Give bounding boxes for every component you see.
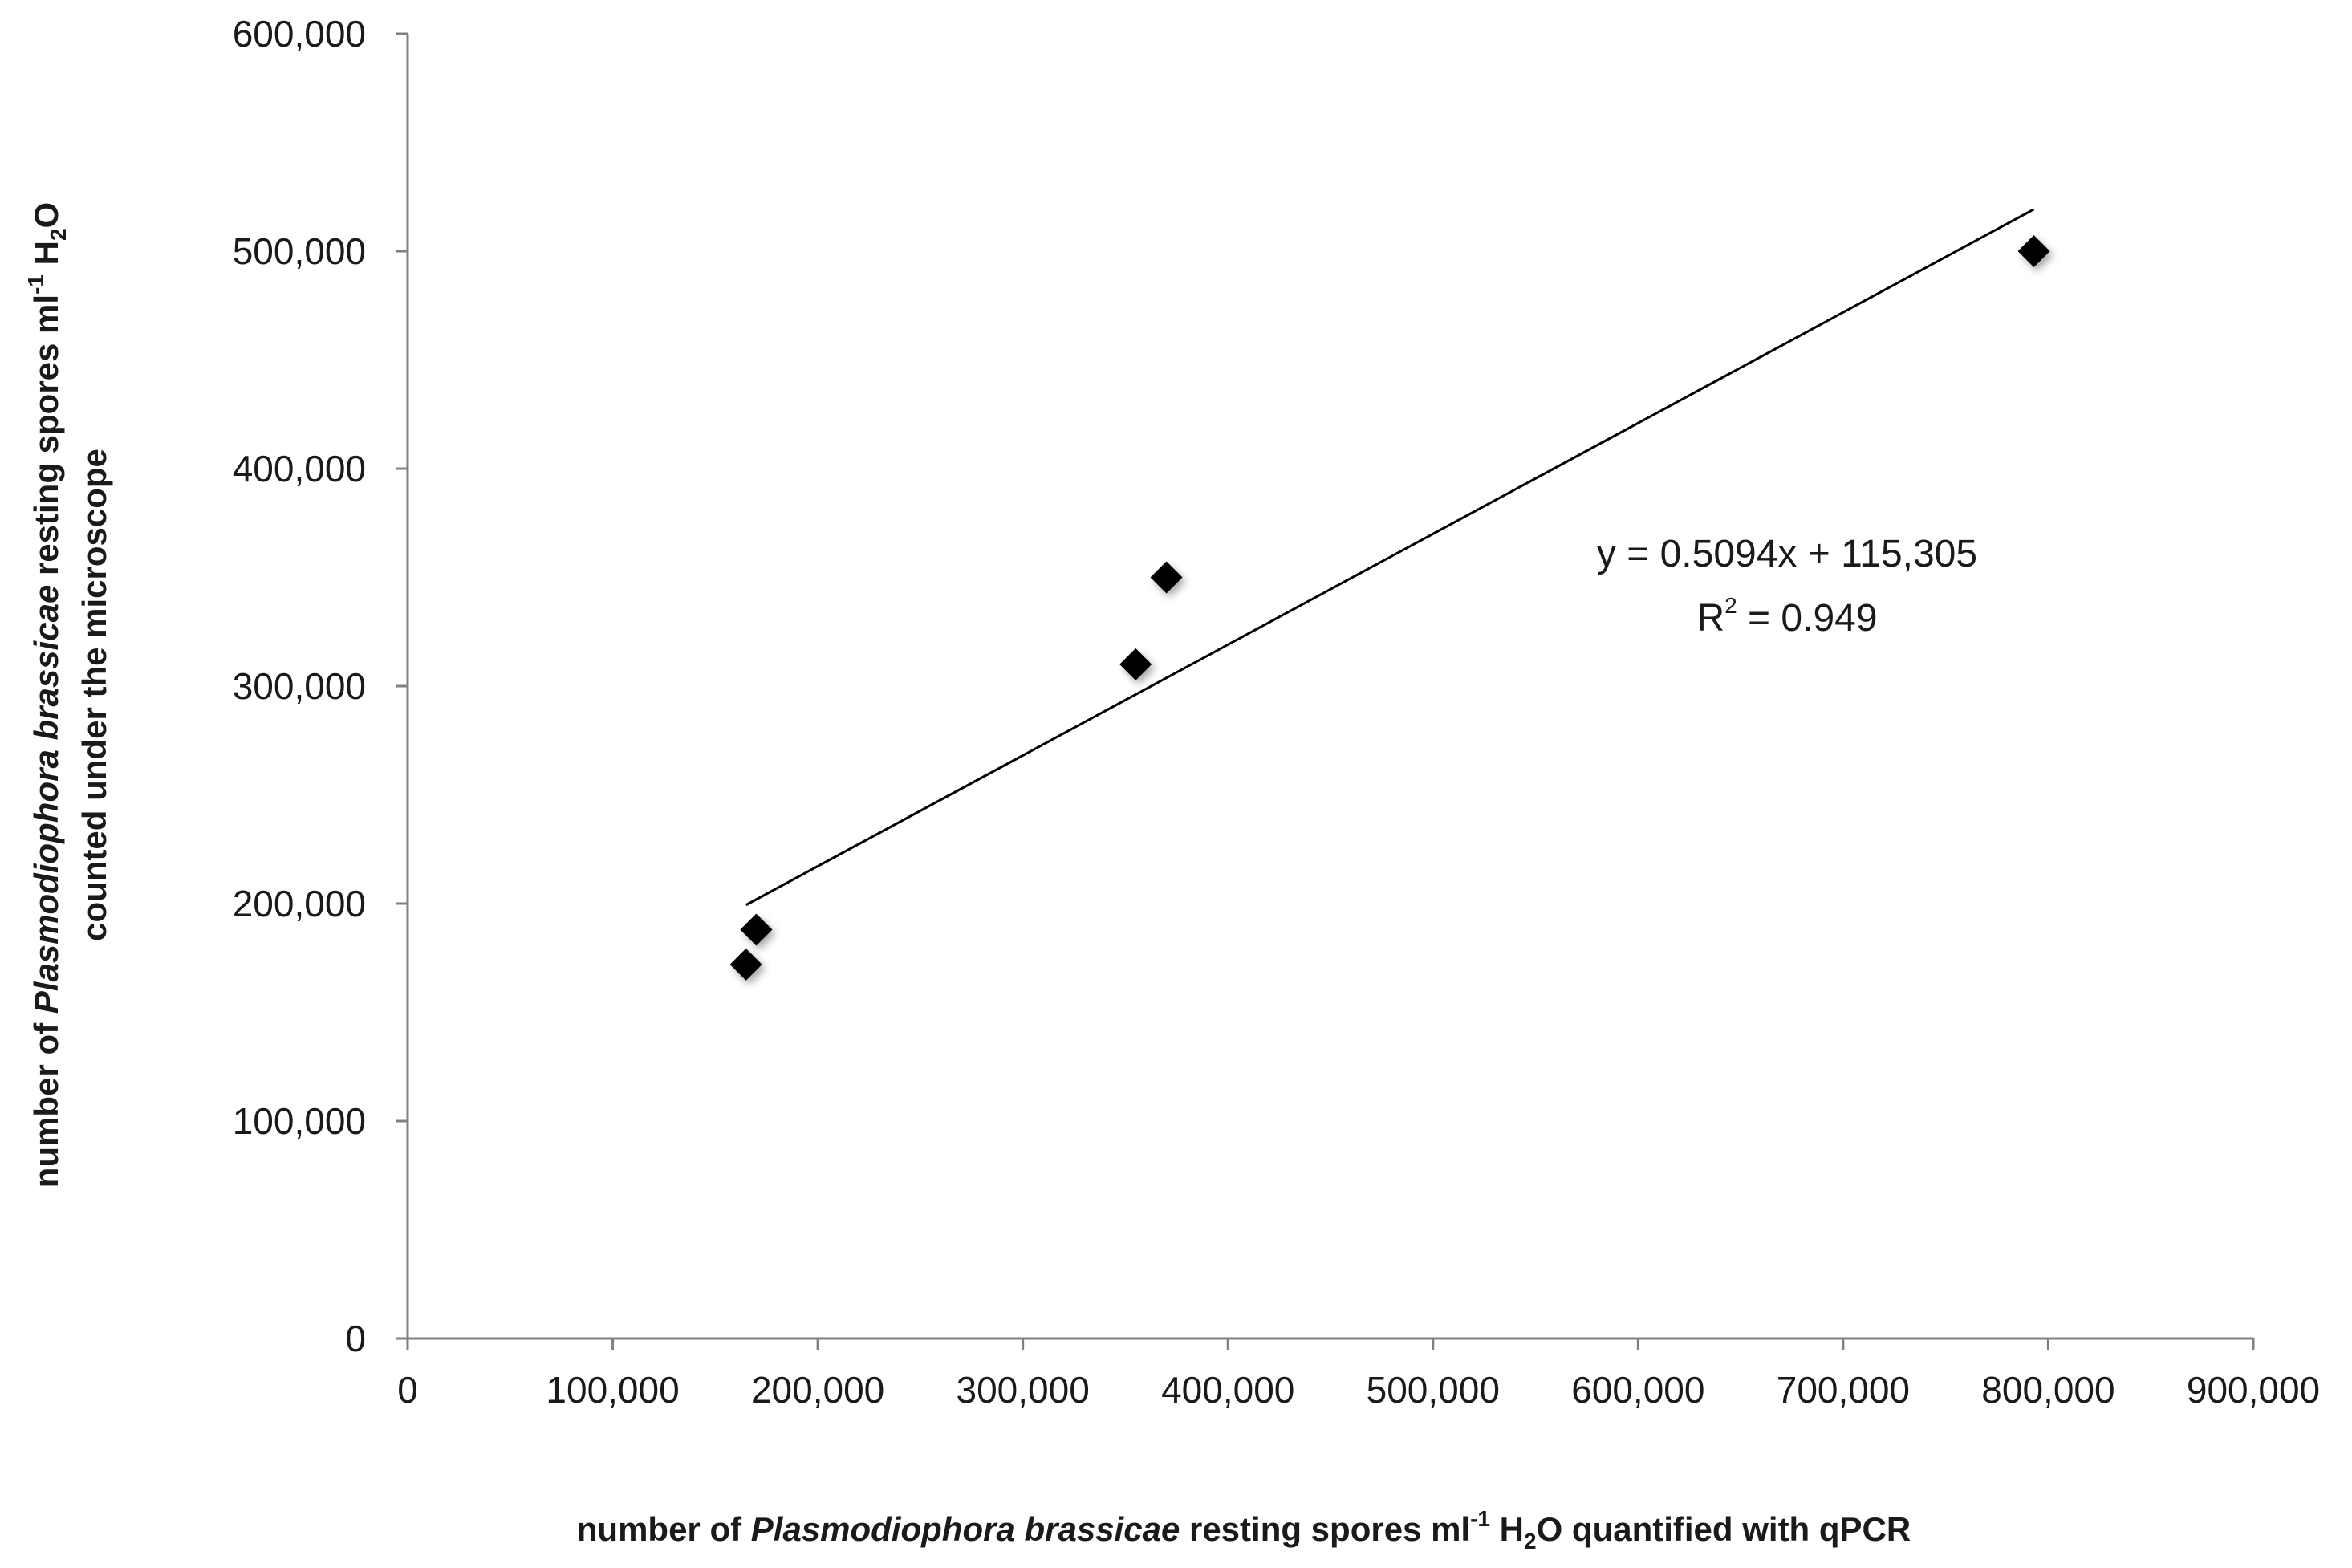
- y-tick-label: 100,000: [233, 1100, 366, 1142]
- y-tick-label: 600,000: [233, 13, 366, 55]
- x-axis-title: number of Plasmodiophora brassicae resti…: [577, 1506, 1911, 1554]
- x-tick-label: 800,000: [1981, 1369, 2114, 1411]
- r-squared-label: R2 = 0.949: [1696, 593, 1877, 640]
- data-point: [2017, 235, 2050, 267]
- trendline-equation: y = 0.5094x + 115,305: [1597, 533, 1977, 575]
- y-axis-title-line2: counted under the microscope: [75, 449, 113, 941]
- y-tick-label: 200,000: [233, 883, 366, 924]
- x-tick-label: 900,000: [2187, 1369, 2320, 1411]
- y-tick-label: 300,000: [233, 665, 366, 707]
- x-tick-label: 700,000: [1777, 1369, 1910, 1411]
- y-tick-label: 400,000: [233, 448, 366, 489]
- x-tick-label: 300,000: [957, 1369, 1090, 1411]
- axes: [406, 34, 2253, 1340]
- x-tick-label: 600,000: [1571, 1369, 1704, 1411]
- trendline: [745, 208, 2035, 907]
- x-tick-label: 400,000: [1161, 1369, 1294, 1411]
- x-tick-label: 200,000: [751, 1369, 884, 1411]
- y-axis-title: number of Plasmodiophora brassicae resti…: [23, 202, 113, 1188]
- data-point: [740, 913, 773, 946]
- data-points: [729, 235, 2050, 981]
- y-ticks: 0 100,000 200,000 300,000 400,000 500,000 600,…: [233, 13, 408, 1359]
- x-tick-label: 100,000: [546, 1369, 679, 1411]
- y-axis-title-line1: number of Plasmodiophora brassicae resti…: [23, 202, 71, 1188]
- y-tick-label: 0: [345, 1318, 366, 1359]
- data-point: [1150, 561, 1183, 594]
- data-point: [1119, 648, 1152, 680]
- trendline-group: [745, 208, 2035, 907]
- x-tick-label: 0: [397, 1369, 418, 1411]
- data-point: [729, 948, 762, 981]
- x-ticks: 0 100,000 200,000 300,000 400,000 500,000 600,…: [397, 1338, 2320, 1411]
- y-tick-label: 500,000: [233, 230, 366, 272]
- x-tick-label: 500,000: [1367, 1369, 1500, 1411]
